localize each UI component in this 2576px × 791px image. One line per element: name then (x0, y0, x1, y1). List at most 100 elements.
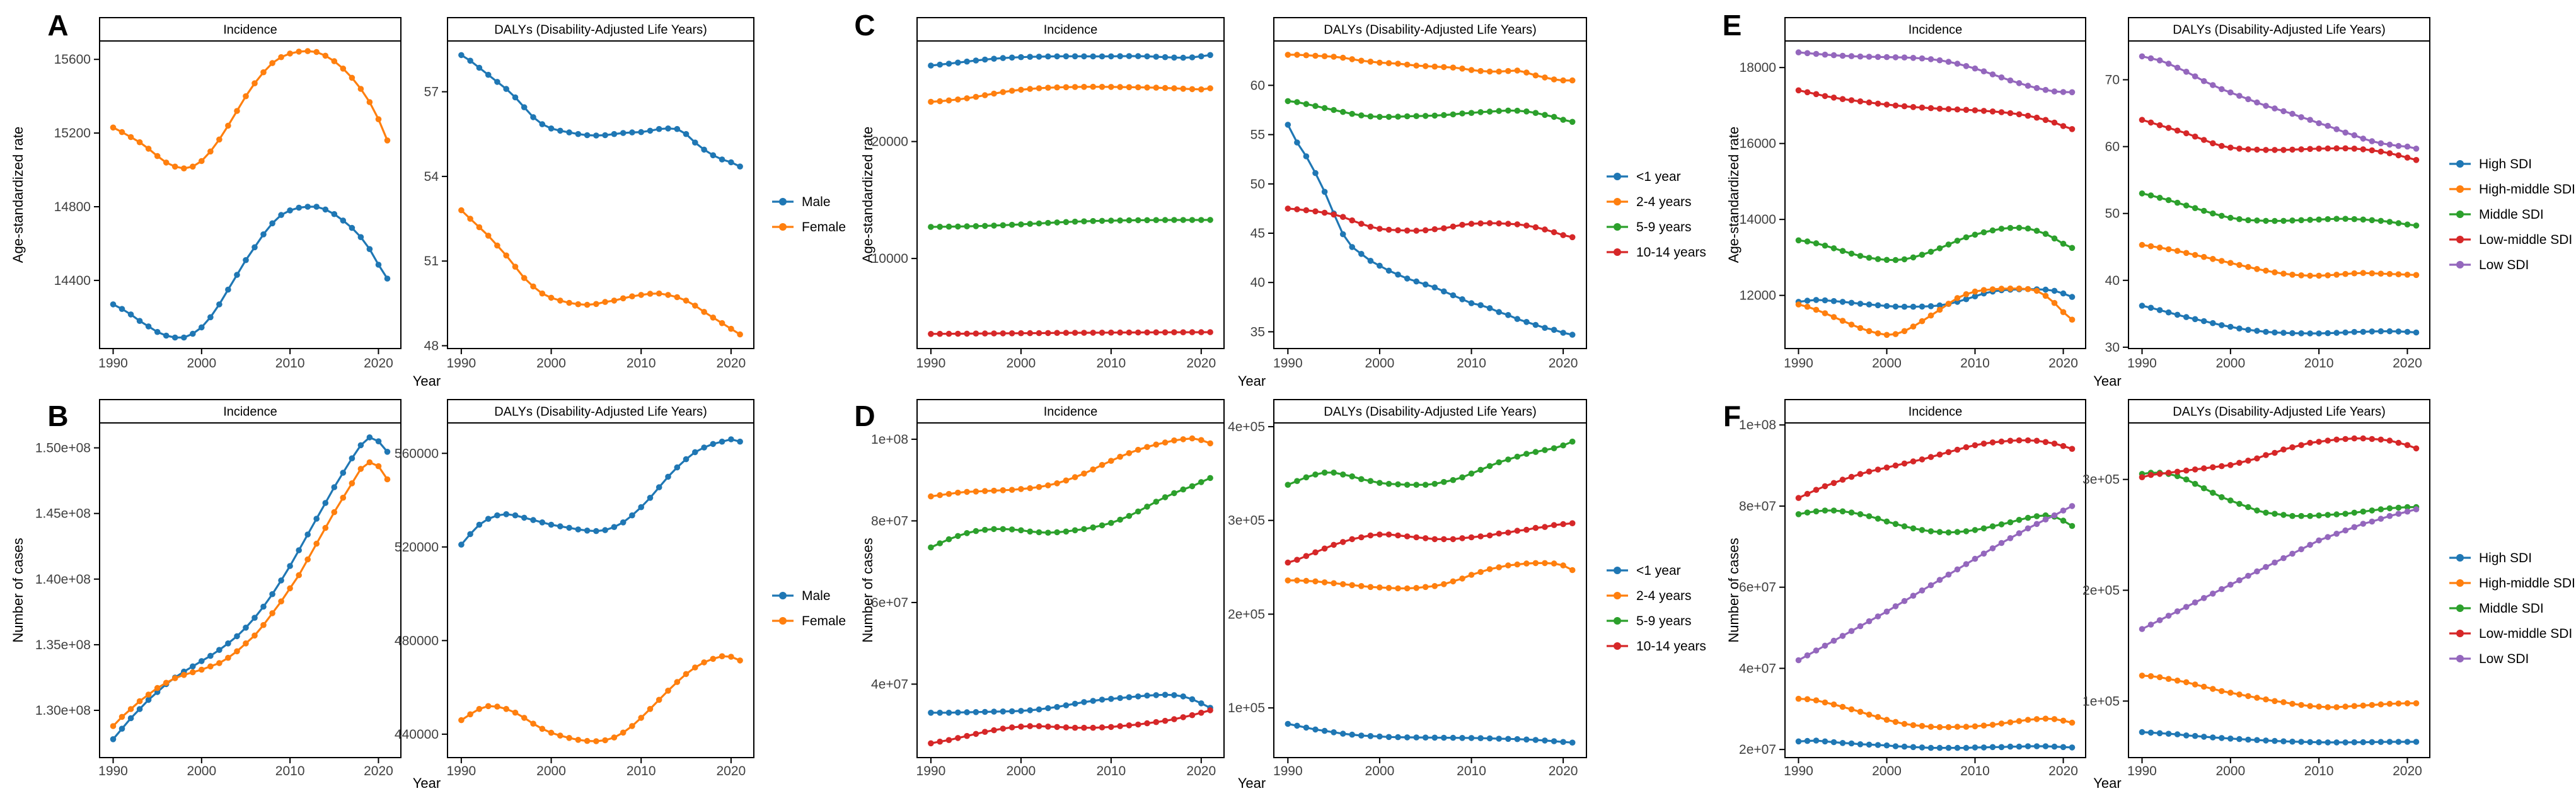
data-point (1963, 444, 1970, 451)
data-point (611, 297, 618, 304)
data-point (1385, 480, 1392, 487)
data-point (1459, 474, 1465, 481)
data-point (2289, 146, 2296, 153)
data-point (1063, 724, 1070, 730)
data-point (2200, 253, 2207, 260)
data-point (1505, 736, 1511, 742)
data-point (340, 470, 347, 476)
data-point (1018, 54, 1024, 61)
data-point (467, 531, 473, 538)
data-point (937, 61, 943, 68)
data-point (1486, 108, 1493, 115)
data-point (2183, 732, 2190, 739)
data-point (1477, 466, 1484, 473)
data-point (1919, 104, 1926, 111)
data-point (2219, 494, 2225, 500)
data-point (1980, 229, 1987, 236)
legend-label: High SDI (2479, 157, 2532, 171)
data-point (1848, 97, 1855, 103)
data-point (1117, 53, 1123, 59)
data-point (2227, 462, 2234, 468)
data-point (1404, 113, 1411, 120)
data-point (2236, 262, 2243, 268)
data-point (1027, 54, 1033, 60)
series-points-middle-sdi (1795, 224, 2076, 263)
data-point (2254, 455, 2260, 462)
data-point (216, 136, 222, 143)
y-tick-label: 45 (1250, 226, 1265, 241)
data-point (2272, 698, 2278, 705)
data-point (1813, 306, 1820, 313)
data-point (2360, 146, 2367, 153)
data-point (1542, 112, 1548, 118)
data-point (1153, 329, 1160, 336)
data-point (1813, 508, 1820, 515)
y-tick-label: 1.35e+08 (35, 638, 91, 652)
data-point (190, 163, 196, 170)
legend-key-dot (2456, 185, 2464, 193)
data-point (1523, 108, 1530, 115)
panel-border (916, 422, 1225, 758)
data-point (1486, 566, 1493, 572)
data-point (2289, 110, 2296, 117)
data-point (1505, 107, 1511, 114)
data-point (2333, 511, 2340, 517)
data-point (2200, 78, 2207, 84)
data-point (602, 737, 608, 744)
data-point (1945, 744, 1952, 751)
data-point (2069, 316, 2076, 323)
facet-strip (1784, 399, 2086, 424)
data-point (1321, 188, 1328, 195)
data-point (1954, 529, 1961, 535)
y-axis-title: Number of cases (1726, 538, 1741, 642)
data-point (1207, 217, 1213, 223)
data-point (2236, 325, 2243, 332)
series-points-10-14-years (928, 329, 1213, 337)
y-tick-label: 1.50e+08 (35, 441, 91, 456)
data-point (683, 671, 690, 678)
data-point (1569, 567, 1576, 574)
data-point (1135, 721, 1141, 728)
data-point (503, 252, 509, 259)
data-point (1927, 744, 1934, 751)
data-point (584, 737, 591, 744)
data-point (1395, 61, 1401, 67)
data-point (521, 514, 528, 521)
data-point (1339, 214, 1346, 221)
data-point (1945, 449, 1952, 456)
data-point (1054, 53, 1060, 60)
data-point (991, 487, 997, 494)
data-point (1936, 577, 1943, 583)
data-point (1294, 577, 1300, 584)
data-point (1431, 226, 1438, 233)
data-point (2377, 140, 2384, 147)
data-point (530, 720, 536, 727)
data-point (1339, 581, 1346, 587)
data-point (1945, 724, 1952, 730)
series-points-2-4-years (928, 435, 1213, 500)
data-point (2033, 743, 2040, 749)
data-point (1395, 113, 1401, 120)
data-point (1377, 226, 1383, 232)
data-point (1135, 508, 1141, 515)
data-point (1358, 57, 1365, 64)
data-point (2395, 700, 2402, 707)
data-point (512, 512, 519, 519)
x-tick-label: 2010 (1457, 764, 1486, 778)
data-point (1008, 221, 1015, 228)
data-point (366, 246, 373, 253)
series-points-high-sdi (2139, 729, 2420, 746)
subplot-f-dalys: DALYs (Disability-Adjusted Life Years)1e… (2082, 399, 2430, 778)
data-point (1189, 329, 1196, 335)
data-point (1303, 101, 1310, 107)
data-point (1496, 530, 1502, 537)
data-point (1395, 271, 1401, 278)
data-point (322, 500, 329, 506)
series-points-male (458, 436, 743, 548)
legend-key-dot (1614, 567, 1621, 574)
x-tick-label: 1990 (1273, 764, 1303, 778)
data-point (1135, 53, 1141, 59)
data-point (1551, 738, 1557, 744)
data-point (1303, 553, 1310, 559)
